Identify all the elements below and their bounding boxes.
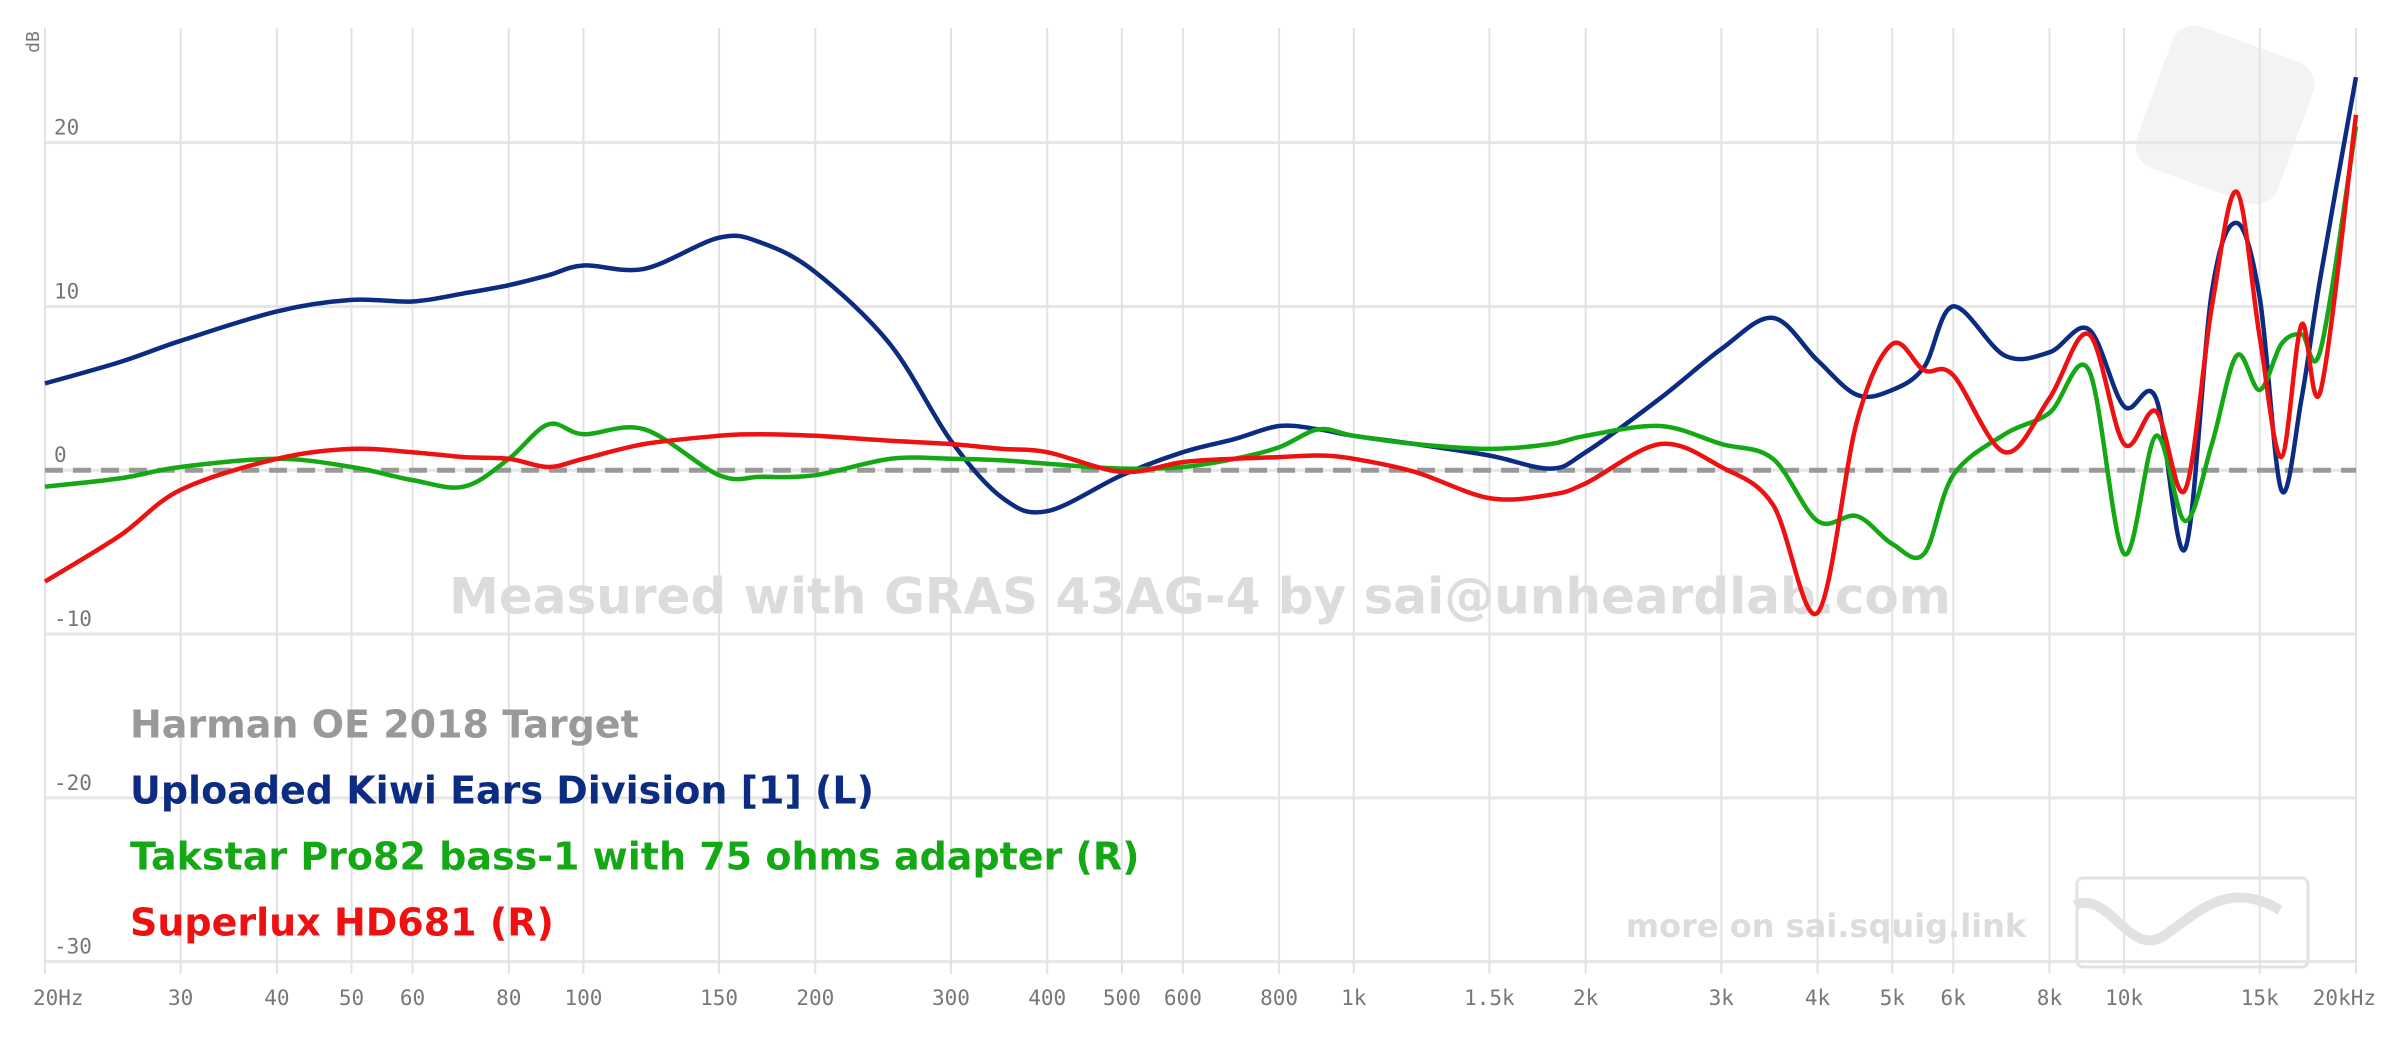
y-axis-label: dB — [23, 31, 44, 53]
x-tick-label: 300 — [932, 986, 970, 1010]
legend-entry: Uploaded Kiwi Ears Division [1] (L) — [130, 769, 874, 813]
response-line — [43, 114, 2359, 617]
y-tick-label: -20 — [54, 771, 92, 795]
x-tick-label: 15k — [2241, 986, 2279, 1010]
x-tick-label: 500 — [1103, 986, 1141, 1010]
legend: Harman OE 2018 Target Uploaded Kiwi Ears … — [130, 703, 1140, 945]
x-tick-label: 8k — [2037, 986, 2063, 1010]
x-tick-label: 30 — [168, 986, 193, 1010]
x-tick-label: 4k — [1805, 986, 1831, 1010]
watermark: Measured with GRAS 43AG-4 by sai@unheard… — [449, 568, 1951, 626]
x-tick-label: 400 — [1028, 986, 1066, 1010]
x-tick-label: 6k — [1941, 986, 1967, 1010]
response-line — [44, 76, 2359, 553]
x-tick-label: 150 — [700, 986, 738, 1010]
legend-entry: Takstar Pro82 bass-1 with 75 ohms adapte… — [130, 835, 1140, 879]
x-tick-label: 40 — [264, 986, 289, 1010]
x-tick-label: 800 — [1260, 986, 1298, 1010]
x-tick-label: 2k — [1573, 986, 1599, 1010]
y-tick-label: 10 — [54, 279, 79, 303]
x-tick-label: 50 — [339, 986, 364, 1010]
lines — [43, 76, 2359, 617]
legend-entry: Harman OE 2018 Target — [130, 703, 639, 747]
logo-mark — [2073, 892, 2283, 946]
logo-box — [2075, 876, 2310, 969]
x-tick-label: 100 — [564, 986, 602, 1010]
x-tick-label: 3k — [1709, 986, 1735, 1010]
y-tick-label: 20 — [54, 116, 79, 140]
y-tick-label: -30 — [54, 935, 92, 959]
x-tick-label: 1k — [1341, 986, 1367, 1010]
y-tick-label: -10 — [54, 607, 92, 631]
x-tick-label: 5k — [1880, 986, 1906, 1010]
y-tick-label: 0 — [54, 443, 67, 467]
response-line — [44, 125, 2359, 561]
x-tick-label: 60 — [400, 986, 425, 1010]
x-tick-label: 600 — [1164, 986, 1202, 1010]
x-tick-label: 80 — [496, 986, 521, 1010]
x-tick-label: 200 — [796, 986, 834, 1010]
watermark-link: more on sai.squig.link — [1626, 907, 2027, 945]
x-tick-label: 20Hz — [33, 986, 84, 1010]
x-tick-label: 10k — [2105, 986, 2143, 1010]
device-image — [2135, 25, 2315, 205]
x-tick-label: 1.5k — [1464, 986, 1515, 1010]
legend-entry: Superlux HD681 (R) — [130, 901, 554, 945]
x-tick-label: 20kHz — [2313, 986, 2376, 1010]
